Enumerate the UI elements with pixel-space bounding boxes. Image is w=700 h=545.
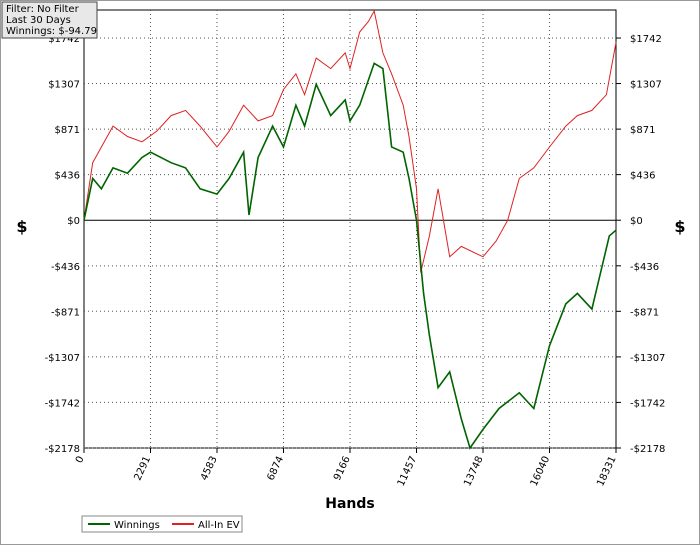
y-tick-label: $871: [55, 125, 80, 136]
x-axis-label: Hands: [325, 496, 375, 512]
y-tick-label: $0: [67, 216, 80, 227]
y2-tick-label: $1742: [630, 34, 662, 45]
info-line: Winnings: $-94.79: [6, 26, 97, 37]
y-tick-label: -$436: [51, 262, 80, 273]
legend-label: All-In EV: [198, 520, 240, 531]
y2-tick-label: $1307: [630, 80, 662, 91]
y2-tick-label: -$1307: [630, 353, 665, 364]
x-tick-label: 0: [74, 455, 87, 465]
plot-area: [83, 9, 617, 449]
y-tick-label: -$871: [51, 307, 80, 318]
y-tick-label: -$1307: [45, 353, 80, 364]
series-line: [83, 9, 617, 273]
y-tick-label: -$1742: [45, 398, 80, 409]
y-tick-label: $436: [55, 171, 80, 182]
series-line: [83, 62, 617, 450]
y2-tick-label: -$1742: [630, 398, 665, 409]
info-bg: [1, 1, 98, 39]
y2-tick-label: $0: [630, 216, 643, 227]
legend: [81, 515, 243, 533]
info-line: Filter: No Filter: [6, 4, 80, 15]
info-line: Last 30 Days: [6, 15, 71, 26]
y-tick-label: $1307: [48, 80, 80, 91]
legend-label: Winnings: [114, 520, 160, 531]
y-axis-label: $: [16, 217, 27, 236]
y2-tick-label: -$2178: [630, 444, 665, 455]
y2-tick-label: -$436: [630, 262, 659, 273]
y-tick-label: -$2178: [45, 444, 80, 455]
y2-axis-label: $: [674, 217, 685, 236]
y2-tick-label: $871: [630, 125, 655, 136]
y2-tick-label: -$871: [630, 307, 659, 318]
y2-tick-label: $436: [630, 171, 655, 182]
y-tick-label: $1742: [48, 34, 80, 45]
info-box: Filter: No Filter Last 30 Days Winnings:…: [1, 1, 98, 39]
